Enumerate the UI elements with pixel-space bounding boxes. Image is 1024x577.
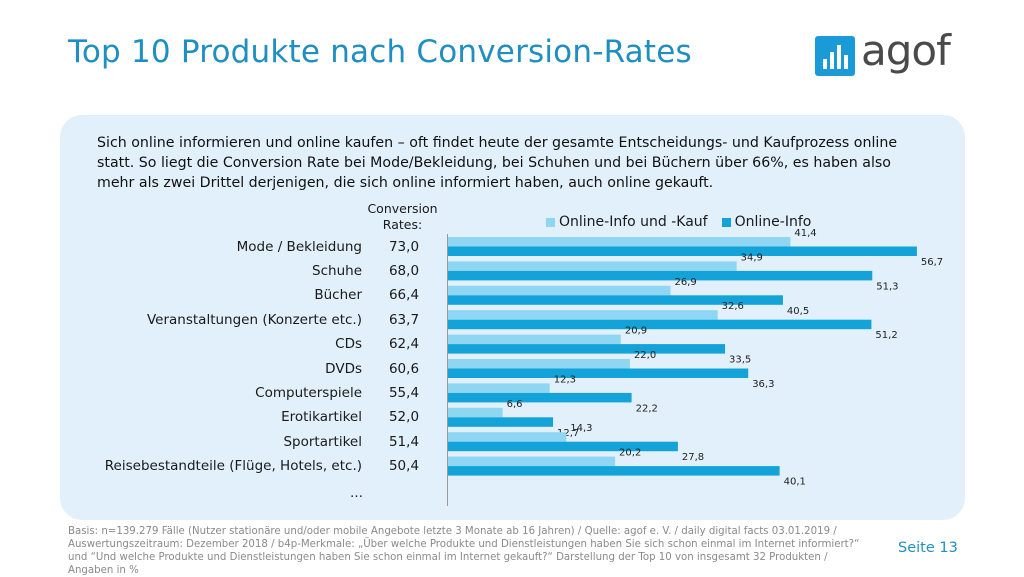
chart-axis [447,234,448,506]
bar-online-info [448,295,783,305]
bar-value-label: 40,5 [787,306,809,317]
bar-value-label: 12,3 [554,374,576,385]
category-label: CDs [335,336,362,353]
bar-value-label: 51,2 [875,330,897,341]
category-label: Erotikartikel [281,409,362,426]
bar-online-info-kauf [448,456,616,467]
bar-value-label: 6,6 [507,399,523,410]
bar-online-info [448,270,873,281]
category-label: Schuhe [312,262,362,279]
category-label: Mode / Bekleidung [236,238,362,255]
bar-value-label: 22,0 [634,350,656,361]
legend-item-online-info-kauf: Online-Info und -Kauf [546,214,708,230]
category-label: Veranstaltungen (Konzerte etc.) [146,311,362,328]
conversion-rate-value: 52,0 [388,409,420,426]
bar-value-label: 32,6 [722,301,744,312]
bar-online-info-kauf [448,359,630,369]
bar-value-label: 12,7 [557,428,579,439]
conversion-header-line1: Conversion [367,201,438,216]
bar-value-label: 26,9 [674,277,696,288]
bar-value-label: 22,2 [636,403,658,414]
agof-logo: agof [815,26,965,82]
bar-online-info-kauf [448,407,503,418]
legend-swatch-light [546,217,555,227]
bar-value-label: 41,4 [794,228,816,239]
conversion-rate-value: 51,4 [388,433,420,450]
conversion-header-line2: Rates: [382,217,423,232]
bar-online-info [448,466,780,476]
bar-online-info-kauf [448,383,550,393]
bar-online-info [448,319,872,330]
bar-online-info-kauf [448,285,671,296]
bar-online-info [448,246,917,256]
bar-online-info-kauf [448,334,621,345]
bar-value-label: 27,8 [682,452,704,463]
page-number: Seite 13 [898,540,958,556]
legend-swatch-dark [721,217,731,227]
more-categories-ellipsis: … [350,486,363,501]
bar-online-info-kauf [448,432,567,442]
bar-online-info-kauf [448,261,737,271]
intro-text: Sich online informieren und online kaufe… [97,135,898,191]
page-title: Top 10 Produkte nach Conversion-Rates [68,34,692,70]
category-label: Sportartikel [283,433,362,450]
conversion-rate-value: 73,0 [388,238,420,255]
bar-value-label: 36,3 [752,379,774,390]
footer-source-note: Basis: n=139.279 Fälle (Nutzer stationär… [68,526,860,576]
conversion-rate-value: 66,4 [388,287,420,304]
category-label: Computerspiele [255,384,362,401]
bar-value-label: 51,3 [876,281,898,292]
conversion-rate-value: 62,4 [388,336,420,353]
legend-label-online-info: Online-Info [734,214,812,230]
conversion-rates-header: Conversion Rates: [360,201,445,233]
bar-online-info [448,368,749,378]
bar-value-label: 40,1 [784,477,806,488]
bar-value-label: 56,7 [921,257,943,268]
legend-item-online-info: Online-Info [721,214,812,230]
conversion-rate-value: 50,4 [388,458,420,475]
conversion-rate-value: 68,0 [388,262,420,279]
bar-online-info [448,417,554,427]
bar-value-label: 14,3 [570,423,592,434]
bar-online-info-kauf [448,310,718,320]
chart-legend: Online-Info und -Kauf Online-Info [546,214,825,230]
category-label: DVDs [325,360,362,377]
conversion-rate-value: 55,4 [388,384,420,401]
category-label: Bücher [314,287,362,304]
bar-online-info [448,344,726,354]
category-label: Reisebestandteile (Flüge, Hotels, etc.) [104,458,362,475]
logo-text: agof [861,26,951,75]
bar-online-info-kauf [448,237,791,247]
logo-bars-icon [815,36,855,76]
conversion-rate-value: 63,7 [388,311,420,328]
bar-value-label: 20,2 [619,448,641,459]
bar-online-info [448,392,632,403]
legend-label-online-info-kauf: Online-Info und -Kauf [559,214,708,230]
bar-value-label: 20,9 [625,326,647,337]
conversion-rate-value: 60,6 [388,360,420,377]
bar-online-info [448,441,678,452]
bar-value-label: 34,9 [741,252,763,263]
bar-value-label: 33,5 [729,355,751,366]
